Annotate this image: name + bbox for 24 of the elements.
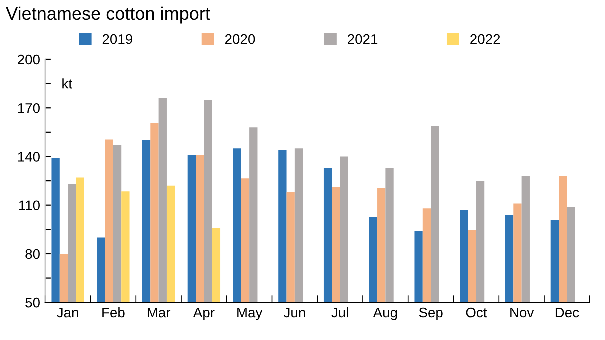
x-tick-label: Oct xyxy=(466,308,488,318)
y-tick-label: 50 xyxy=(26,298,40,308)
y-tick-label: 200 xyxy=(18,54,40,65)
x-tick-label: Apr xyxy=(193,308,215,320)
y-tick-label: 170 xyxy=(18,103,40,114)
x-tick-label: Mar xyxy=(148,308,171,318)
x-tick-label: Sep xyxy=(419,308,443,320)
legend-label: 2020 xyxy=(225,34,256,44)
chart-title: Vietnamese cotton import xyxy=(6,6,210,24)
x-tick-label: Aug xyxy=(373,308,398,320)
annotation: kt xyxy=(62,78,72,89)
x-tick-label: May xyxy=(238,308,263,320)
x-tick-label: Jul xyxy=(332,307,348,318)
x-tick-label: Feb xyxy=(102,307,125,318)
legend-label: 2019 xyxy=(102,34,132,44)
y-tick-label: 80 xyxy=(26,249,40,260)
x-tick-label: Jan xyxy=(57,308,78,318)
y-tick-label: 110 xyxy=(19,200,40,211)
x-tick-label: Jun xyxy=(284,308,306,318)
legend-label: 2022 xyxy=(470,34,500,44)
y-tick-label: 140 xyxy=(18,152,40,162)
x-tick-label: Nov xyxy=(510,308,534,318)
legend-label: 2021 xyxy=(348,34,378,44)
x-tick-label: Dec xyxy=(556,308,580,318)
